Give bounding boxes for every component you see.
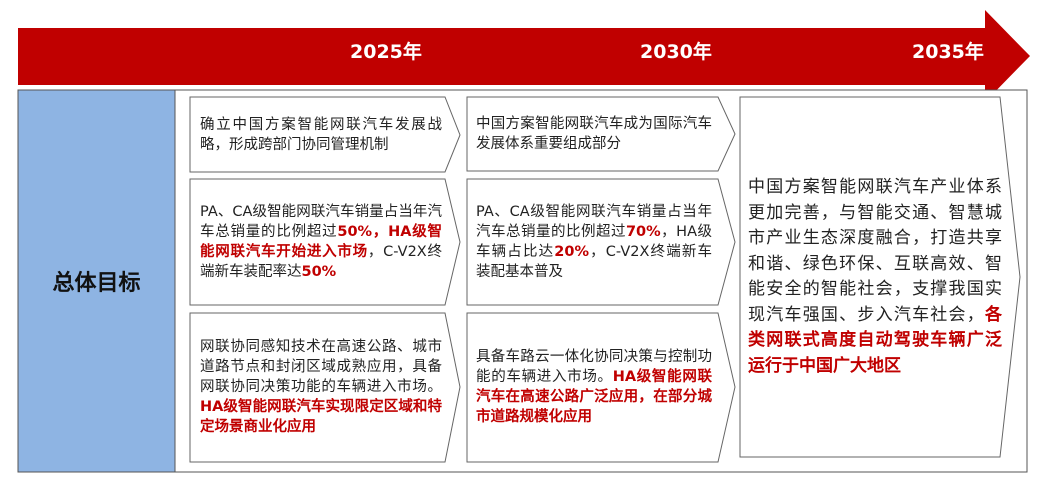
label-cell: [17, 89, 176, 473]
cell-shape: [189, 312, 461, 463]
cell-shape: [189, 178, 461, 306]
text: ，C-V2X终端新车装配率达: [200, 244, 442, 280]
highlight-text: 70%: [625, 224, 661, 240]
year-label: 2035年: [912, 41, 984, 63]
cell-shape: [739, 96, 1021, 458]
year-label: 2025年: [350, 41, 422, 63]
text: 具备车路云一体化协同决策与控制功能的车辆进入市场。: [476, 349, 712, 385]
text: ，C-V2X终端新车装配基本普及: [476, 244, 713, 280]
cell-text: 确立中国方案智能网联汽车发展战略，形成跨部门协同管理机制: [200, 100, 442, 170]
cell-text: 具备车路云一体化协同决策与控制功能的车辆进入市场。HA级智能网联汽车在高速公路广…: [476, 316, 712, 458]
text: 中国方案智能网联汽车成为国际汽车发展体系重要组成部分: [476, 116, 712, 152]
highlight-text: HA级智能网联汽车实现限定区域和特定场景商业化应用: [200, 399, 442, 435]
text: PA、CA级智能网联汽车销量占当年汽车总销量的比例超过: [200, 204, 442, 240]
highlight-text: 各类网联式高度自动驾驶车辆广泛运行于中国广大地区: [748, 304, 1002, 376]
text: PA、CA级智能网联汽车销量占当年汽车总销量的比例超过: [476, 204, 712, 240]
cell-text: 中国方案智能网联汽车产业体系更加完善，与智能交通、智慧城市产业生态深度融合，打造…: [748, 100, 1002, 454]
text: 网联协同感知技术在高速公路、城市道路节点和封闭区域成熟应用，具备网联协同决策功能…: [200, 339, 442, 395]
cell-shape: [466, 312, 736, 463]
highlight-text: HA级智能网联汽车在高速公路广泛应用，在部分城市道路规模化应用: [476, 369, 713, 425]
cell-shape: [466, 96, 736, 172]
row-label: 总体目标: [52, 271, 141, 296]
text: ，HA级车辆占比达: [476, 224, 712, 260]
cell-text: PA、CA级智能网联汽车销量占当年汽车总销量的比例超过70%，HA级车辆占比达2…: [476, 182, 712, 302]
cell-shape: [189, 96, 461, 173]
highlight-text: 50%: [301, 264, 337, 280]
highlight-text: 50%，HA级智能网联汽车开始进入市场: [200, 224, 442, 260]
cell-shape: [466, 178, 736, 306]
timeline-arrow: [18, 10, 1030, 102]
cell-text: 网联协同感知技术在高速公路、城市道路节点和封闭区域成熟应用，具备网联协同决策功能…: [200, 316, 442, 458]
cell-text: 中国方案智能网联汽车成为国际汽车发展体系重要组成部分: [476, 100, 712, 168]
cell-text: PA、CA级智能网联汽车销量占当年汽车总销量的比例超过50%，HA级智能网联汽车…: [200, 182, 442, 302]
text: 中国方案智能网联汽车产业体系更加完善，与智能交通、智慧城市产业生态深度融合，打造…: [748, 177, 1002, 325]
highlight-text: 20%: [554, 244, 589, 260]
year-label: 2030年: [640, 41, 712, 63]
text: 确立中国方案智能网联汽车发展战略，形成跨部门协同管理机制: [200, 117, 442, 153]
